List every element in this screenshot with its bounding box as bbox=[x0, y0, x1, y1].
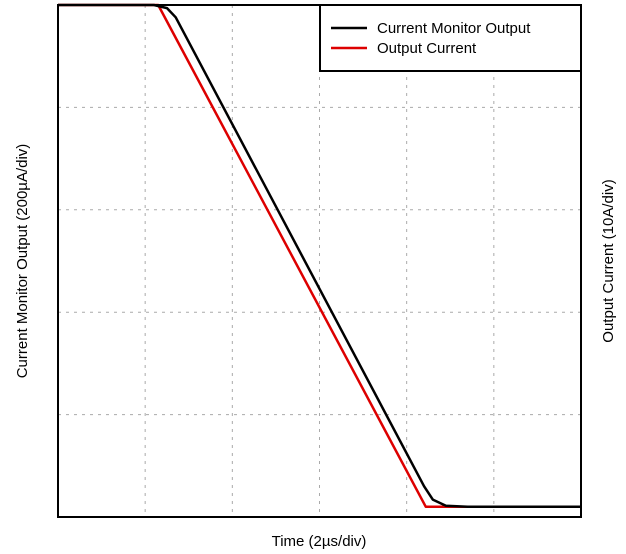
x-axis-label: Time (2µs/div) bbox=[272, 533, 367, 550]
legend: Current Monitor Output Output Current bbox=[319, 4, 582, 72]
y-axis-label-right: Output Current (10A/div) bbox=[600, 179, 617, 342]
series-line-current-monitor-output bbox=[58, 3, 581, 509]
y-axis-label-left: Current Monitor Output (200µA/div) bbox=[14, 144, 31, 379]
legend-label-output-current: Output Current bbox=[377, 40, 477, 57]
grid-lines bbox=[58, 5, 581, 517]
legend-label-current-monitor-output: Current Monitor Output bbox=[377, 20, 531, 37]
legend-box bbox=[319, 4, 582, 72]
